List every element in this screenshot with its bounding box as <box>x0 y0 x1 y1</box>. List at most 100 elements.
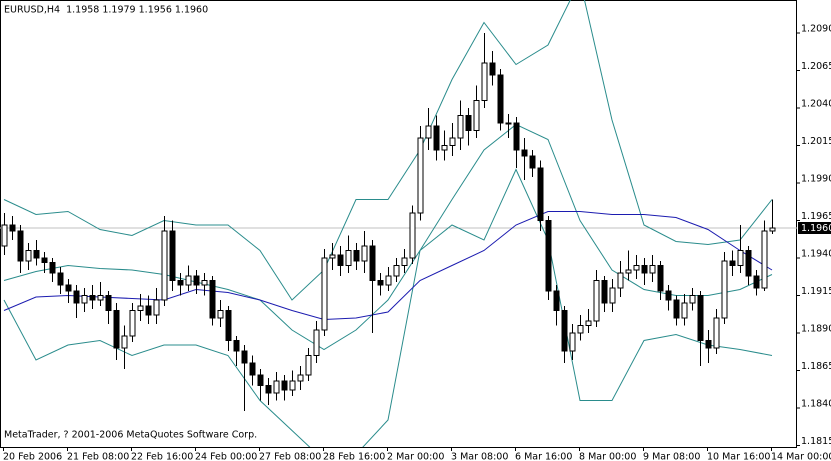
candle-body <box>425 125 432 139</box>
candle-body <box>481 62 488 101</box>
x-tick-label: 10 Mar 16:00 <box>707 452 770 461</box>
candle-body <box>761 230 768 289</box>
y-tick-label: 1.1865 <box>801 361 831 372</box>
annotation: MetaTrader, ? 2001-2006 MetaQuotes Softw… <box>4 430 257 441</box>
candle-body <box>633 265 640 271</box>
candle-body <box>369 245 376 281</box>
candle-body <box>649 265 656 274</box>
candle-body <box>537 167 544 221</box>
candle-body <box>353 250 360 262</box>
candle-body <box>601 280 608 304</box>
price-label-box <box>798 222 831 234</box>
candle-body <box>625 269 632 274</box>
candle-body <box>1 224 8 247</box>
indicator-line <box>3 168 773 447</box>
candle-body <box>585 320 592 326</box>
candle-body <box>489 62 496 76</box>
candle-body <box>329 254 336 259</box>
candle-body <box>273 380 280 394</box>
candle-body <box>665 290 672 301</box>
candle-body <box>377 280 384 286</box>
candle-body <box>449 137 456 146</box>
candle-body <box>593 280 600 322</box>
candle-body <box>473 100 480 131</box>
x-tick-label: 2 Mar 00:00 <box>387 452 444 461</box>
candle-body <box>609 287 616 304</box>
candle-body <box>345 250 352 266</box>
y-tick-label: 1.1915 <box>801 286 831 297</box>
candle-body <box>129 310 136 337</box>
candle-body <box>713 317 720 349</box>
plot-area <box>0 0 797 447</box>
candle-body <box>281 380 288 391</box>
indicator-line <box>3 123 773 351</box>
price-label: 1.1960 <box>801 223 831 234</box>
x-tick-label: 22 Feb 16:00 <box>131 452 193 461</box>
candle-body <box>305 355 312 376</box>
candle-body <box>145 305 152 316</box>
candle-body <box>513 122 520 151</box>
candle-body <box>233 340 240 352</box>
candle-body <box>737 250 744 266</box>
candle-body <box>41 257 48 263</box>
x-tick-label: 3 Mar 08:00 <box>451 452 508 461</box>
candle-body <box>617 272 624 289</box>
candle-body <box>217 310 224 319</box>
x-tick-label: 28 Feb 16:00 <box>323 452 385 461</box>
candle-body <box>673 299 680 319</box>
y-tick-label: 1.2015 <box>801 136 831 147</box>
x-tick-label: 6 Mar 16:00 <box>515 452 572 461</box>
candle-body <box>113 310 120 349</box>
candle-body <box>561 310 568 352</box>
candle-body <box>265 385 272 394</box>
candle-body <box>73 290 80 304</box>
candle-body <box>689 295 696 304</box>
plot-frame <box>0 0 797 448</box>
candle-body <box>657 265 664 292</box>
candle-body <box>137 305 144 311</box>
y-tick-label: 1.1815 <box>801 436 831 447</box>
candle-body <box>385 275 392 286</box>
candle-body <box>49 262 56 274</box>
candle-body <box>337 254 344 266</box>
candle-body <box>297 374 304 382</box>
candle-body <box>393 265 400 277</box>
y-tick-label: 1.1965 <box>801 211 831 222</box>
candle-body <box>57 272 64 286</box>
candle-body <box>185 275 192 286</box>
candle-body <box>321 257 328 331</box>
candle-body <box>681 302 688 319</box>
candle-body <box>105 295 112 311</box>
candle-body <box>457 115 464 139</box>
candle-body <box>257 374 264 386</box>
candle-body <box>241 350 248 364</box>
candle-body <box>121 335 128 349</box>
y-tick-label: 1.1990 <box>801 174 831 185</box>
candle-body <box>753 275 760 289</box>
x-tick-label: 24 Feb 00:00 <box>195 452 257 461</box>
indicator-line <box>3 211 773 321</box>
candle-body <box>697 295 704 341</box>
candle-body <box>641 265 648 274</box>
candle-body <box>401 257 408 266</box>
candle-body <box>769 227 776 232</box>
candle-body <box>169 230 176 281</box>
candle-body <box>705 340 712 349</box>
candle-body <box>9 224 16 232</box>
candle-body <box>97 295 104 301</box>
candle-body <box>729 260 736 266</box>
candle-body <box>553 290 560 311</box>
candle-body <box>545 220 552 292</box>
candle-body <box>569 332 576 352</box>
candle-body <box>577 325 584 334</box>
candle-body <box>225 310 232 341</box>
x-tick-label: 27 Feb 08:00 <box>259 452 321 461</box>
candle-body <box>289 380 296 391</box>
candle-body <box>361 245 368 262</box>
x-tick-label: 9 Mar 08:00 <box>643 452 700 461</box>
x-tick-label: 20 Feb 2006 <box>3 452 62 461</box>
candle-body <box>441 145 448 151</box>
candle-body <box>65 284 72 292</box>
candle-body <box>177 280 184 286</box>
candle-body <box>153 299 160 316</box>
